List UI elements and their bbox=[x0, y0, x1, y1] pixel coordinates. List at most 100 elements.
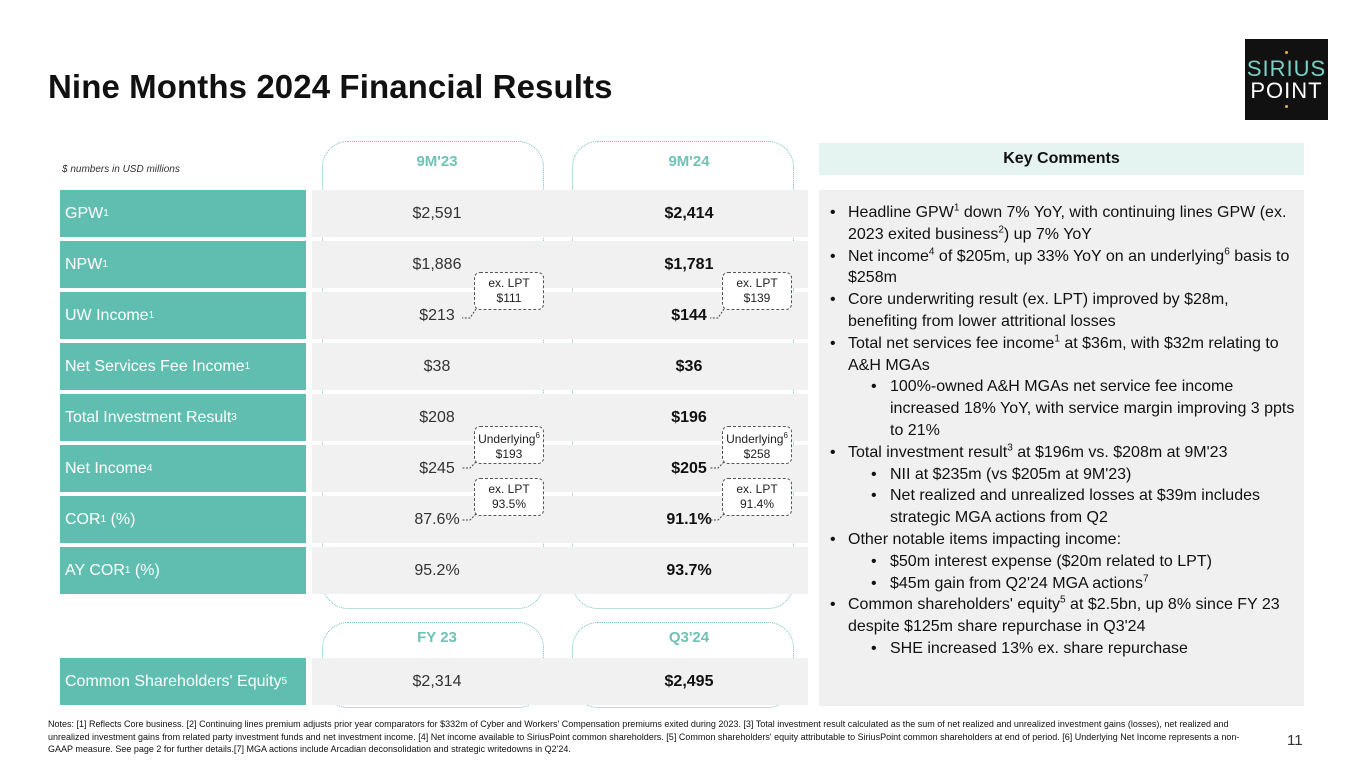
callout-value: $193 bbox=[495, 447, 523, 461]
bullet-icon: • bbox=[871, 487, 877, 505]
key-comment-item: • Total investment result3 at $196m vs. $… bbox=[830, 442, 1300, 464]
callout-ni-current: Underlying6 $258 bbox=[722, 426, 792, 464]
row-label-npw: NPW 1 bbox=[60, 241, 306, 288]
value-prior-equity: $2,314 bbox=[412, 673, 462, 690]
callout-cor-prior: ex. LPT 93.5% bbox=[474, 478, 544, 516]
value-prior-net-income: $245 bbox=[419, 460, 455, 477]
row-label-net-income: Net Income 4 bbox=[60, 445, 306, 492]
callout-value: $139 bbox=[743, 291, 771, 305]
callout-value: 91.4% bbox=[739, 497, 775, 511]
bullet-icon: • bbox=[871, 639, 877, 657]
footnotes: Notes: [1] Reflects Core business. [2] C… bbox=[48, 719, 1240, 754]
row-label-text: UW Income bbox=[65, 306, 149, 324]
footnote-ref: 1 bbox=[244, 360, 251, 372]
callout-value: $111 bbox=[496, 291, 522, 305]
footnote-ref: 7 bbox=[1142, 573, 1149, 585]
row-label-common-shareholders-equity: Common Shareholders' Equity 5 bbox=[60, 658, 306, 705]
column-header-current-balance: Q3'24 bbox=[668, 629, 710, 646]
bullet-icon: • bbox=[830, 291, 836, 309]
key-comment-text: of $205m, up 33% YoY on an underlying bbox=[934, 247, 1225, 265]
value-current-net-services-fee-income: $36 bbox=[675, 358, 703, 375]
callout-line: Underlying bbox=[478, 432, 536, 446]
key-comment-item: • $45m gain from Q2'24 MGA actions7 bbox=[830, 573, 1300, 595]
row-label-uw-income: UW Income 1 bbox=[60, 292, 306, 339]
row-label-cor: COR 1 (%) bbox=[60, 496, 306, 543]
footnote-ref: 4 bbox=[146, 462, 153, 474]
callout-ni-prior: Underlying6 $193 bbox=[474, 426, 544, 464]
key-comments-panel bbox=[819, 190, 1304, 706]
footnote-ref: 1 bbox=[124, 564, 131, 576]
footnote-ref: 2 bbox=[998, 224, 1004, 236]
value-current-total-investment-result: $196 bbox=[671, 409, 707, 426]
logo-word-1: SIRIUS bbox=[1246, 55, 1327, 81]
value-current-gpw: $2,414 bbox=[664, 205, 714, 222]
row-label-text: Net Services Fee Income bbox=[65, 357, 245, 375]
key-comment-item: • Core underwriting result (ex. LPT) impr… bbox=[830, 289, 1300, 333]
company-logo: SIRIUS POINT bbox=[1245, 39, 1328, 120]
bullet-icon: • bbox=[830, 530, 836, 548]
footnote-ref: 1 bbox=[953, 202, 960, 214]
row-background bbox=[312, 343, 808, 390]
logo-star-top bbox=[1285, 51, 1288, 54]
value-current-ay-cor: 93.7% bbox=[666, 562, 712, 579]
row-label-net-services-fee-income: Net Services Fee Income 1 bbox=[60, 343, 306, 390]
row-label-ay-cor: AY COR 1 (%) bbox=[60, 547, 306, 594]
key-comment-text: SHE increased 13% ex. share repurchase bbox=[890, 639, 1188, 657]
value-prior-gpw: $2,591 bbox=[412, 205, 462, 222]
value-prior-cor: 87.6% bbox=[414, 511, 460, 528]
key-comment-text: Core underwriting result (ex. LPT) impro… bbox=[848, 291, 1229, 330]
page-title: Nine Months 2024 Financial Results bbox=[48, 68, 613, 105]
key-comment-item: • Net income4 of $205m, up 33% YoY on an … bbox=[830, 246, 1300, 290]
footnote-ref: 1 bbox=[100, 513, 107, 525]
row-label-text: AY COR bbox=[65, 561, 125, 579]
callout-line: Underlying bbox=[726, 432, 784, 446]
key-comment-item: • Total net services fee income1 at $36m,… bbox=[830, 333, 1300, 377]
row-label-text: COR bbox=[65, 510, 101, 528]
key-comment-text: NII at $235m (vs $205m at 9M'23) bbox=[890, 465, 1132, 483]
value-current-npw: $1,781 bbox=[664, 256, 714, 273]
value-prior-ay-cor: 95.2% bbox=[414, 562, 460, 579]
callout-uw-prior: ex. LPT $111 bbox=[474, 272, 544, 310]
value-current-net-income: $205 bbox=[671, 460, 707, 477]
value-prior-net-services-fee-income: $38 bbox=[423, 358, 451, 375]
bullet-icon: • bbox=[830, 247, 836, 265]
row-label-suffix: (%) bbox=[130, 561, 160, 579]
key-comment-text: at $196m vs. $208m at 9M'23 bbox=[1012, 443, 1228, 461]
row-label-text: Common Shareholders' Equity bbox=[65, 672, 282, 690]
key-comment-item: • Headline GPW1 down 7% YoY, with continu… bbox=[830, 202, 1300, 246]
footnote-ref: 1 bbox=[103, 207, 109, 219]
key-comment-text: basis to $258m bbox=[848, 247, 1290, 287]
footnote-ref: 6 bbox=[783, 431, 788, 440]
row-label-suffix: (%) bbox=[106, 510, 136, 528]
key-comment-text: Headline GPW bbox=[848, 204, 954, 221]
footnote-ref: 1 bbox=[1054, 333, 1060, 345]
bullet-icon: • bbox=[830, 443, 836, 461]
value-prior-uw-income: $213 bbox=[419, 307, 455, 324]
key-comment-text: $45m gain from Q2'24 MGA actions bbox=[890, 574, 1143, 592]
value-current-cor: 91.1% bbox=[666, 511, 712, 528]
footnote-ref: 6 bbox=[1224, 246, 1230, 258]
footnote-ref: 6 bbox=[535, 431, 540, 440]
bullet-icon: • bbox=[830, 204, 836, 221]
value-current-equity: $2,495 bbox=[664, 673, 714, 690]
footnote-ref: 4 bbox=[928, 246, 935, 258]
key-comment-item: • $50m interest expense ($20m related to … bbox=[830, 551, 1300, 573]
callout-cor-current: ex. LPT 91.4% bbox=[722, 478, 792, 516]
logo-word-2: POINT bbox=[1250, 77, 1323, 103]
key-comment-text: Total investment result bbox=[848, 443, 1008, 461]
footnote-ref: 1 bbox=[102, 258, 108, 270]
callout-value: $258 bbox=[743, 447, 771, 461]
row-label-text: NPW bbox=[65, 255, 103, 273]
key-comment-item: • NII at $235m (vs $205m at 9M'23) bbox=[830, 464, 1300, 486]
bullet-icon: • bbox=[871, 552, 877, 570]
row-label-text: GPW bbox=[65, 204, 104, 222]
row-background bbox=[312, 658, 808, 705]
units-note: $ numbers in USD millions bbox=[62, 164, 180, 175]
value-prior-npw: $1,886 bbox=[412, 256, 462, 273]
footnote-ref: 3 bbox=[1007, 442, 1013, 454]
row-label-text: Total Investment Result bbox=[65, 408, 232, 426]
value-current-uw-income: $144 bbox=[671, 307, 707, 324]
key-comments-heading: Key Comments bbox=[819, 143, 1304, 175]
callout-line: ex. LPT bbox=[736, 482, 778, 496]
footnote-ref: 1 bbox=[148, 309, 155, 321]
